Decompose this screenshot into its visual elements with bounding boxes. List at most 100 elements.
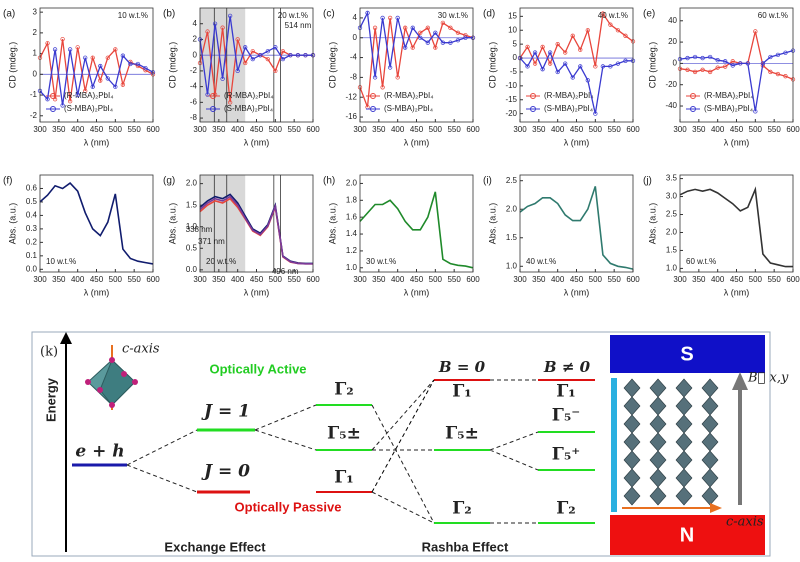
x-tick-label: 500	[109, 125, 123, 134]
x-tick-label: 300	[513, 275, 527, 284]
series-line	[199, 195, 313, 265]
x-tick-label: 400	[71, 275, 85, 284]
magnet-n	[610, 515, 765, 555]
field-label: B⃗ x,y	[747, 371, 789, 386]
section-label: Rashba Effect	[422, 539, 509, 554]
point	[707, 69, 713, 75]
y-axis-label: Abs. (a.u.)	[327, 203, 337, 245]
point	[60, 103, 65, 108]
series-line	[359, 191, 474, 269]
y-tick-label: 5	[513, 39, 518, 48]
x-tick-label: 450	[570, 275, 584, 284]
y-tick-label: 15	[508, 11, 517, 20]
panel-label: (e)	[643, 9, 655, 20]
level-label: Γ₁	[556, 382, 576, 402]
plot-frame	[679, 7, 794, 123]
point	[783, 50, 788, 55]
y-axis-label: CD (mdeg.)	[7, 42, 17, 89]
y-tick-label: 1.5	[506, 233, 518, 242]
x-tick-label: 350	[52, 275, 66, 284]
y-tick-label: 0	[33, 69, 38, 78]
legend-marker	[50, 93, 56, 99]
legend-marker	[210, 106, 216, 112]
point	[250, 49, 255, 54]
point	[90, 84, 95, 89]
point	[685, 67, 690, 72]
point	[547, 61, 553, 66]
point	[570, 75, 575, 80]
x-tick-label: 600	[466, 275, 480, 284]
panel-label: (a)	[3, 9, 15, 20]
x-axis-label: λ (nm)	[404, 137, 430, 147]
y-tick-label: 1.5	[186, 200, 198, 209]
y-tick-label: 0.5	[26, 197, 38, 206]
x-tick-label: 300	[193, 125, 207, 134]
reference-label: 338 nm	[186, 225, 213, 234]
legend-marker	[210, 93, 216, 99]
point	[418, 30, 423, 35]
point	[83, 55, 88, 60]
point	[768, 54, 773, 60]
point	[67, 47, 73, 52]
x-axis-label: λ (nm)	[724, 287, 750, 297]
legend-label: (S-MBA)₂PbI₄	[544, 104, 593, 113]
arrow-head	[60, 332, 72, 344]
legend-label: (R-MBA)₂PbI₄	[224, 91, 273, 100]
y-tick-label: -1	[30, 90, 38, 99]
panel-label: (d)	[483, 9, 495, 20]
point	[692, 54, 698, 60]
x-tick-label: 600	[146, 275, 160, 284]
annotation: 40 w.t.%	[526, 257, 556, 266]
y-tick-label: 4	[353, 13, 358, 22]
series-line	[519, 186, 634, 270]
c-axis-label: c-axis	[122, 342, 160, 357]
x-tick-label: 450	[250, 275, 264, 284]
x-tick-label: 400	[231, 275, 245, 284]
reference-label: 371 nm	[198, 237, 225, 246]
y-tick-label: -4	[190, 82, 198, 91]
point	[113, 84, 118, 89]
y-tick-label: -2	[190, 66, 198, 75]
x-axis-label: λ (nm)	[564, 287, 590, 297]
y-tick-label: 1.5	[666, 246, 678, 255]
point	[75, 92, 80, 98]
point	[120, 53, 126, 58]
x-tick-label: 450	[90, 125, 104, 134]
connector	[371, 379, 435, 493]
point	[608, 22, 613, 27]
x-tick-label: 500	[589, 275, 603, 284]
point	[730, 63, 735, 68]
point	[730, 59, 735, 64]
x-tick-label: 550	[607, 125, 621, 134]
y-tick-label: 2.0	[346, 179, 358, 188]
y-tick-label: 1.0	[186, 222, 198, 231]
x-tick-label: 500	[589, 125, 603, 134]
y-tick-label: -4	[350, 53, 358, 62]
x-axis-label: λ (nm)	[404, 287, 430, 297]
x-tick-label: 400	[551, 125, 565, 134]
y-axis-label: CD (mdeg.)	[487, 42, 497, 89]
note: Optically Active	[209, 361, 306, 376]
point	[448, 40, 453, 45]
energy-label: Energy	[43, 377, 58, 422]
legend-marker	[690, 106, 696, 112]
annotation: 30 w.t.%	[366, 257, 396, 266]
x-tick-label: 500	[269, 275, 283, 284]
point	[235, 68, 240, 74]
y-tick-label: -8	[350, 73, 358, 82]
y-tick-label: 0.6	[26, 184, 38, 193]
level-label: Γ₁	[452, 382, 472, 402]
y-tick-label: 10	[508, 25, 517, 34]
y-tick-label: -15	[505, 95, 517, 104]
y-tick-label: -5	[510, 67, 518, 76]
x-tick-label: 400	[551, 275, 565, 284]
point	[120, 82, 126, 87]
point	[83, 88, 88, 94]
x-tick-label: 500	[749, 275, 763, 284]
plot-frame	[359, 7, 474, 123]
y-tick-label: 0.2	[26, 237, 38, 246]
plot-frame	[39, 7, 154, 123]
point	[585, 28, 590, 33]
annotation: 10 w.t.%	[46, 257, 76, 266]
point	[75, 45, 80, 50]
